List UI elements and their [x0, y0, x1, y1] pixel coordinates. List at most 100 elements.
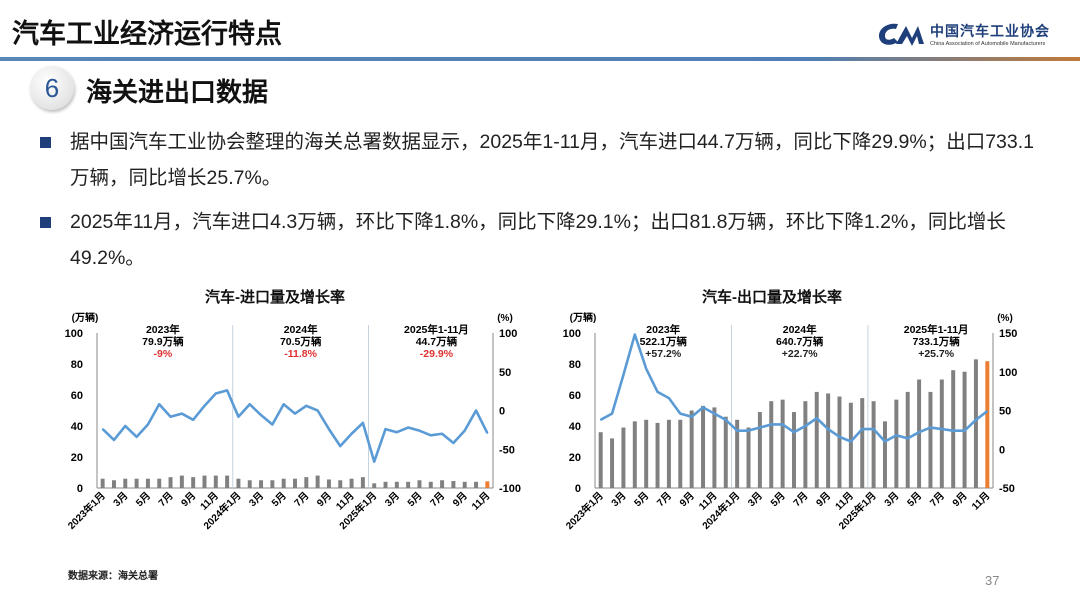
x-tick-label: 7月 [156, 490, 175, 509]
growth-rate-point [884, 440, 886, 443]
growth-rate-point [622, 374, 625, 376]
growth-rate-point [895, 434, 898, 437]
growth-rate-point [975, 419, 977, 421]
period-annotation: 2025年1-11月 [404, 323, 469, 336]
x-tick-label: 5月 [269, 490, 288, 509]
logo-text-cn: 中国汽车工业协会 [930, 23, 1050, 39]
bullet-square-icon [40, 217, 51, 228]
bar [701, 405, 706, 488]
growth-rate-point [271, 423, 274, 426]
period-annotation: 2024年 [783, 323, 817, 336]
x-tick-label: 5月 [632, 490, 651, 509]
growth-annotation: -29.9% [420, 348, 454, 360]
bar [225, 475, 230, 488]
bar [632, 421, 637, 488]
bar [372, 483, 377, 488]
bar [134, 478, 139, 488]
right-tick-label: 150 [999, 328, 1017, 340]
growth-rate-point [248, 403, 251, 406]
growth-rate-point [815, 417, 818, 420]
bar [111, 480, 116, 488]
growth-rate-point [747, 429, 750, 432]
left-axis-unit: (万辆) [72, 311, 99, 324]
bar [157, 478, 162, 488]
bar [939, 379, 944, 488]
growth-rate-point [838, 436, 841, 438]
x-tick-label: 2023年1月 [65, 489, 108, 532]
x-tick-label: 9月 [814, 490, 833, 509]
left-tick-label: 60 [569, 390, 581, 402]
bar [723, 416, 728, 488]
growth-rate-point [305, 405, 308, 407]
left-tick-label: 80 [569, 359, 581, 371]
growth-rate-point [941, 428, 943, 430]
growth-rate-point [759, 426, 761, 429]
growth-rate-point [147, 423, 149, 426]
bar [689, 410, 694, 488]
growth-annotation: -9% [154, 348, 173, 360]
bar [814, 391, 819, 488]
x-tick-label: 3月 [882, 490, 901, 509]
bar [270, 480, 275, 488]
x-tick-label: 7月 [292, 490, 311, 509]
x-tick-label: 11月 [969, 490, 992, 513]
x-tick-label: 5月 [405, 490, 424, 509]
bar [746, 427, 751, 488]
growth-rate-point [396, 431, 398, 434]
growth-rate-point [679, 412, 682, 415]
left-tick-label: 20 [71, 452, 83, 464]
growth-rate-point [135, 436, 138, 438]
growth-rate-point [963, 429, 966, 432]
x-tick-label: 9月 [950, 490, 969, 509]
growth-rate-point [793, 431, 795, 434]
x-tick-label: 7月 [428, 490, 447, 509]
x-tick-label: 2023年1月 [563, 489, 606, 532]
growth-rate-point [181, 412, 183, 415]
growth-rate-point [906, 437, 909, 440]
page-number: 37 [985, 573, 1000, 588]
bar [462, 481, 467, 488]
growth-rate-point [702, 406, 704, 409]
left-tick-label: 20 [569, 452, 581, 464]
bar [803, 401, 808, 488]
left-tick-label: 40 [569, 421, 581, 433]
left-tick-label: 0 [575, 483, 581, 495]
growth-rate-line [101, 389, 489, 463]
right-axis-unit: (%) [497, 313, 513, 324]
growth-rate-point [418, 429, 421, 432]
bar [598, 432, 603, 488]
bar [315, 475, 320, 488]
growth-rate-point [226, 389, 228, 392]
growth-rate-point [929, 426, 932, 429]
growth-rate-point [770, 423, 773, 426]
total-annotation: 640.7万辆 [776, 335, 824, 348]
growth-rate-point [952, 429, 954, 432]
bar [326, 479, 331, 488]
caam-logo-icon [878, 23, 924, 46]
total-annotation: 70.5万辆 [280, 335, 322, 348]
bar [485, 481, 490, 488]
right-tick-label: 50 [999, 406, 1011, 418]
bar [236, 478, 241, 488]
growth-rate-point [872, 428, 875, 430]
bar [928, 391, 933, 488]
left-axis-unit: (万辆) [570, 311, 597, 324]
x-tick-label: 9月 [315, 490, 334, 509]
growth-rate-point [294, 412, 296, 415]
growth-rate-point [736, 429, 738, 432]
growth-rate-point [362, 422, 364, 424]
right-tick-label: 0 [499, 406, 505, 418]
bar [610, 438, 615, 488]
period-annotation: 2023年 [146, 323, 180, 336]
growth-rate-point [452, 442, 455, 444]
growth-rate-point [373, 460, 376, 463]
right-tick-label: 100 [499, 328, 517, 340]
growth-rate-point [124, 425, 127, 427]
period-annotation: 2023年 [646, 323, 680, 336]
x-tick-label: 7月 [927, 490, 946, 509]
bar [417, 480, 422, 488]
bullet-item: 2025年11月，汽车进口4.3万辆，环比下降1.8%，同比下降29.1%；出口… [40, 204, 1040, 276]
growth-rate-point [861, 428, 864, 430]
bar [123, 478, 128, 488]
